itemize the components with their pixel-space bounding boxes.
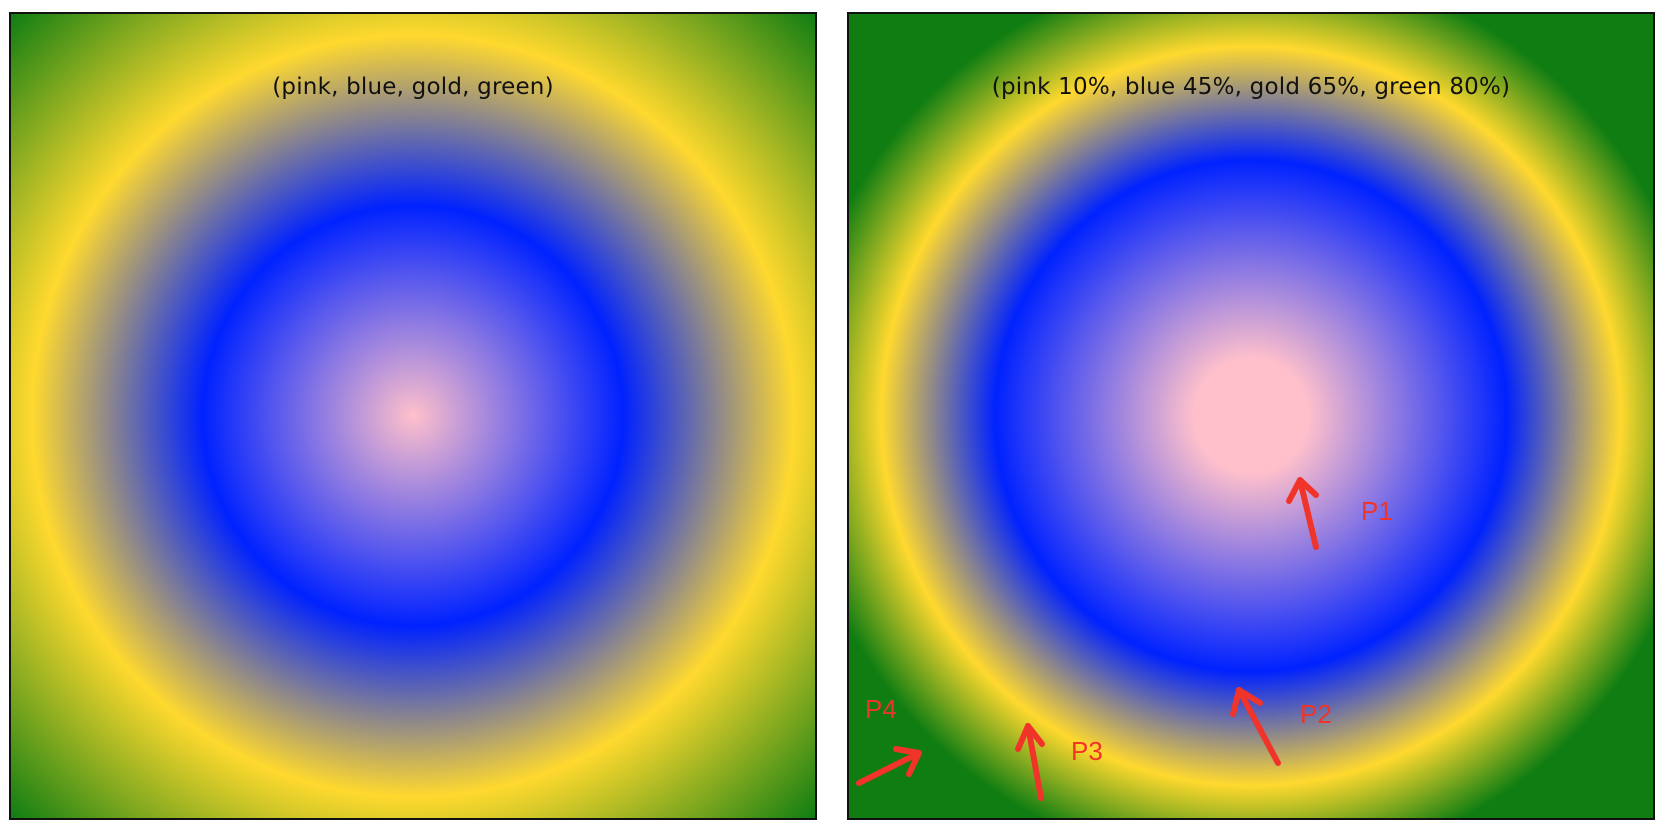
arrow-p2 [1230,687,1281,766]
annotation-label-p4: P4 [865,694,897,724]
annotation-label-p3: P3 [1071,736,1103,766]
gradient-panel-default-stops: (pink, blue, gold, green) [9,12,817,820]
arrow-p3 [1015,723,1045,801]
gradient-panel-positioned-stops: (pink 10%, blue 45%, gold 65%, green 80%… [847,12,1655,820]
gradient-caption: (pink, blue, gold, green) [272,74,554,100]
annotation-arrows [856,477,1319,801]
arrow-p1 [1286,477,1319,550]
annotation-label-p2: P2 [1300,699,1332,729]
annotation-label-p1: P1 [1361,496,1393,526]
gradient-caption: (pink 10%, blue 45%, gold 65%, green 80%… [991,74,1511,100]
arrow-p4 [856,746,922,786]
